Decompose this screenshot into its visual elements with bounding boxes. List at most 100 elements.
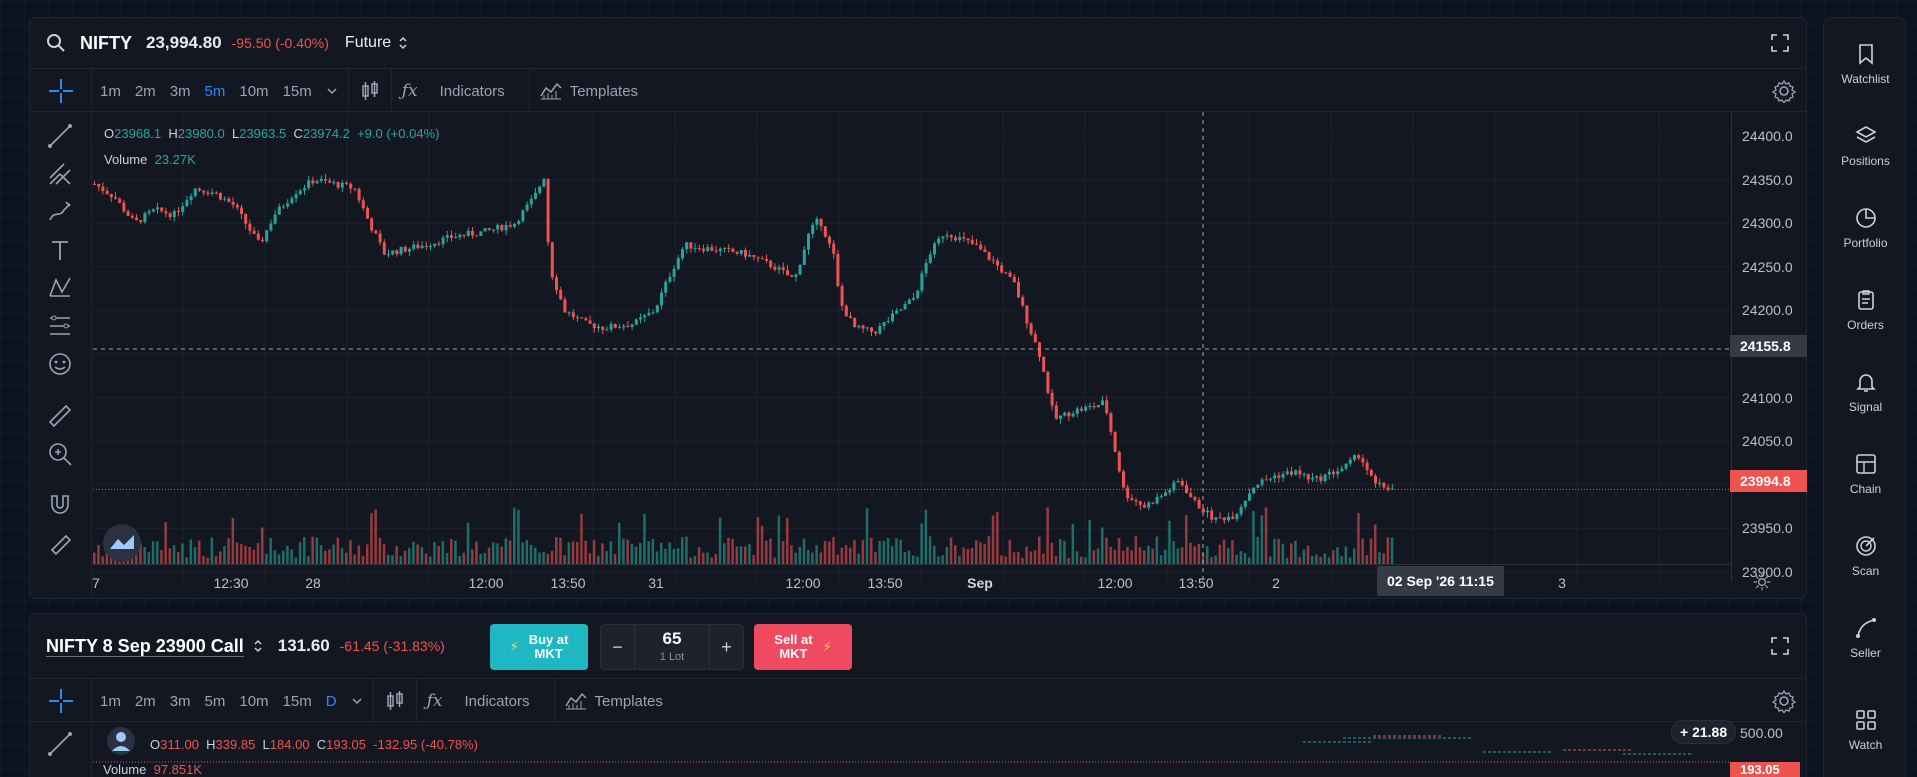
- candle: [1075, 408, 1079, 414]
- updown-chevron-icon[interactable]: [252, 639, 264, 653]
- indicators-button[interactable]: ƒx Indicators: [426, 691, 530, 711]
- candle: [1054, 405, 1058, 419]
- trendline-icon[interactable]: [46, 122, 74, 150]
- candle-type-icon[interactable]: [359, 80, 381, 102]
- sidebar-item-watchlist[interactable]: Watchlist: [1824, 42, 1907, 86]
- timeframe-5m[interactable]: 5m: [204, 82, 226, 100]
- candle: [844, 305, 848, 317]
- volume-bar: [1239, 551, 1243, 564]
- lock-draw-icon[interactable]: [46, 528, 74, 556]
- volume-bar: [156, 541, 159, 564]
- volume-bar: [1273, 538, 1276, 564]
- candle: [1222, 517, 1226, 521]
- volume-bar: [613, 554, 617, 564]
- brush-icon[interactable]: [46, 198, 74, 226]
- pitchfork-icon[interactable]: [46, 160, 74, 188]
- volume-bar: [849, 547, 852, 564]
- candle: [933, 243, 936, 255]
- plus-price-badge[interactable]: + 21.88: [1671, 720, 1737, 744]
- volume-bar: [1365, 555, 1369, 564]
- qty-value[interactable]: 65: [662, 629, 682, 648]
- sidebar-item-watch[interactable]: Watch: [1824, 708, 1907, 752]
- search-icon[interactable]: [46, 33, 66, 53]
- x-tick-label: 13:50: [550, 575, 586, 591]
- timeframe-15m[interactable]: 15m: [282, 82, 312, 100]
- option-plot[interactable]: [93, 722, 1731, 777]
- candle-type-icon[interactable]: [384, 690, 406, 712]
- candle: [219, 192, 222, 200]
- emoji-icon[interactable]: [46, 350, 74, 378]
- candle: [1248, 493, 1251, 501]
- crosshair-icon[interactable]: [47, 687, 75, 715]
- timeframe-1m[interactable]: 1m: [100, 692, 121, 710]
- axis-settings-icon[interactable]: [1752, 572, 1772, 592]
- candle: [559, 290, 563, 300]
- sidebar-item-portfolio[interactable]: Portfolio: [1824, 206, 1907, 250]
- gear-icon[interactable]: [1772, 79, 1796, 103]
- timeframe-10m[interactable]: 10m: [239, 82, 269, 100]
- avatar-icon[interactable]: [106, 726, 136, 756]
- trendline-icon[interactable]: [46, 730, 74, 758]
- candle: [1340, 468, 1344, 472]
- sidebar-item-signal[interactable]: Signal: [1824, 370, 1907, 414]
- x-tick-label: 12:00: [1097, 575, 1133, 591]
- candle: [815, 218, 819, 225]
- candle: [1193, 497, 1197, 501]
- symbol-name[interactable]: NIFTY: [80, 32, 132, 53]
- candle: [466, 230, 470, 236]
- text-tool-icon[interactable]: [46, 236, 74, 264]
- volume-bar: [975, 540, 978, 564]
- zoom-icon[interactable]: [46, 440, 74, 468]
- fib-icon[interactable]: [46, 312, 74, 340]
- candle: [1067, 412, 1071, 417]
- timeframe-2m[interactable]: 2m: [134, 692, 156, 710]
- chevron-down-icon[interactable]: [351, 696, 363, 706]
- time-axis[interactable]: 7 12:30 28 12:00 13:50 31 12:00 13:50 Sep 12:00 13…: [92, 564, 1731, 598]
- updown-chevron-icon[interactable]: [397, 36, 409, 50]
- timeframe-1m[interactable]: 1m: [100, 82, 121, 100]
- volume-bar: [996, 511, 999, 564]
- quantity-stepper[interactable]: − 65 1 Lot +: [600, 624, 744, 670]
- candle: [391, 250, 395, 255]
- sidebar-item-seller[interactable]: Seller: [1824, 616, 1907, 660]
- sidebar-item-positions[interactable]: Positions: [1824, 124, 1907, 168]
- volume-bar: [962, 547, 965, 564]
- fullscreen-icon[interactable]: [1770, 33, 1790, 53]
- timeframe-3m[interactable]: 3m: [169, 692, 191, 710]
- option-last-price: 193.05: [1730, 762, 1800, 777]
- timeframe-2m[interactable]: 2m: [134, 82, 156, 100]
- buy-at-market-button[interactable]: ⚡ Buy at MKT: [490, 624, 588, 670]
- chevron-down-icon[interactable]: [326, 86, 338, 96]
- candle: [1231, 516, 1235, 520]
- candle: [1256, 484, 1260, 488]
- volume-bar: [1378, 552, 1381, 564]
- price-plot[interactable]: [93, 112, 1731, 582]
- sidebar-item-orders[interactable]: Orders: [1824, 288, 1907, 332]
- timeframe-15m[interactable]: 15m: [282, 692, 312, 710]
- pattern-icon[interactable]: [46, 274, 74, 302]
- timeframe-3m[interactable]: 3m: [169, 82, 191, 100]
- sell-at-market-button[interactable]: Sell at MKT ⚡: [754, 624, 852, 670]
- qty-plus-button[interactable]: +: [709, 625, 743, 669]
- option-symbol[interactable]: NIFTY 8 Sep 23900 Call: [46, 635, 244, 656]
- qty-minus-button[interactable]: −: [601, 625, 635, 669]
- ruler-icon[interactable]: [46, 402, 74, 430]
- timeframe-5m[interactable]: 5m: [204, 692, 226, 710]
- logo-icon[interactable]: [102, 523, 142, 563]
- gear-icon[interactable]: [1772, 689, 1796, 713]
- crosshair-icon[interactable]: [47, 77, 75, 105]
- candle: [1126, 487, 1130, 499]
- volume-bar: [958, 555, 961, 564]
- fullscreen-icon[interactable]: [1770, 636, 1790, 656]
- timeframe-10m[interactable]: 10m: [239, 692, 269, 710]
- magnet-icon[interactable]: [46, 490, 74, 518]
- indicators-button[interactable]: ƒx Indicators: [402, 81, 519, 101]
- templates-button[interactable]: Templates: [564, 692, 677, 710]
- timeframe-d[interactable]: D: [325, 692, 337, 710]
- volume-bar: [361, 555, 365, 564]
- sidebar-item-scan[interactable]: Scan: [1824, 534, 1907, 578]
- templates-button[interactable]: Templates: [540, 82, 652, 100]
- option-toolbar: 1m 2m 3m 5m 10m 15m D ƒx Indicators Temp…: [30, 678, 1806, 723]
- sidebar-item-chain[interactable]: Chain: [1824, 452, 1907, 496]
- instrument-type-select[interactable]: Future: [344, 34, 392, 51]
